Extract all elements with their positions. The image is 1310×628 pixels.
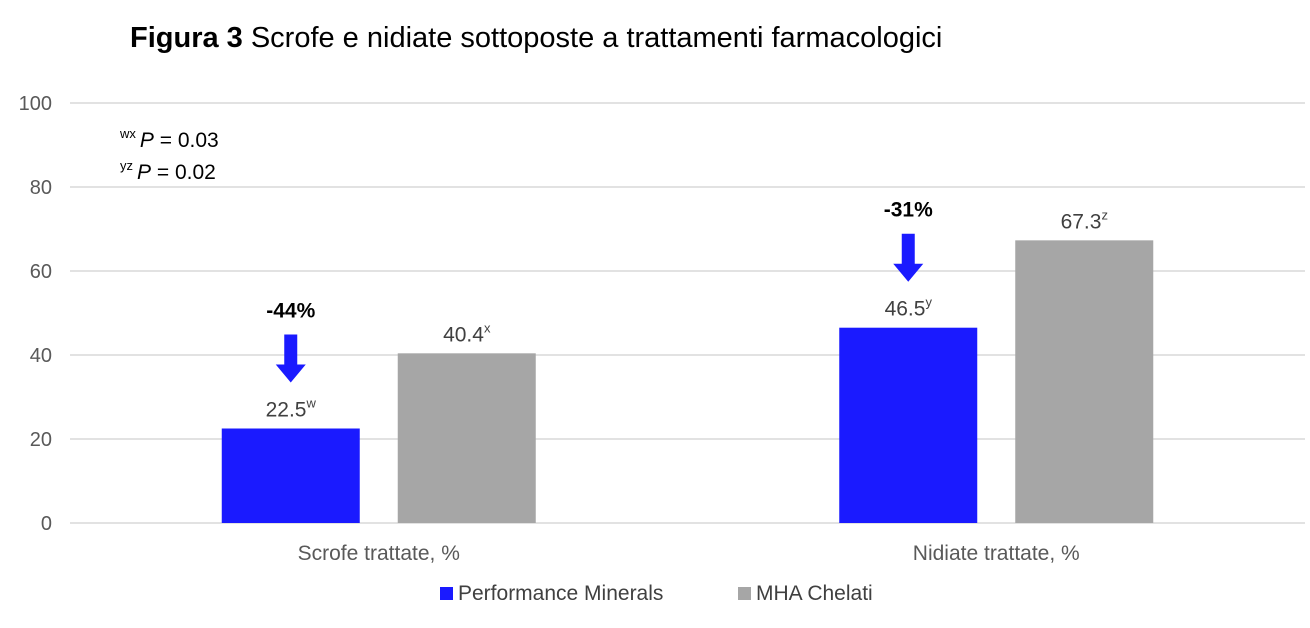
- y-tick-label: 80: [30, 177, 52, 199]
- legend-swatch: [440, 587, 453, 600]
- down-arrow-icon: [893, 233, 924, 282]
- bar: [839, 327, 978, 523]
- data-label-value: 22.5: [266, 399, 307, 422]
- y-tick-label: 20: [30, 429, 52, 451]
- p-value-superscript: yz: [120, 158, 133, 173]
- y-tick-label: 60: [30, 261, 52, 283]
- p-value-text: = 0.02: [151, 161, 216, 184]
- chart-title-prefix: Figura 3: [130, 22, 243, 54]
- data-label: 67.3z: [1061, 207, 1108, 233]
- data-label: 22.5w: [266, 396, 317, 422]
- annotation-layer: -44% -31% wx P = 0.03 yz P = 0.02: [119, 126, 933, 383]
- chart-title: Figura 3 Scrofe e nidiate sottoposte a tr…: [130, 22, 942, 54]
- x-category-label: Nidiate trattate, %: [913, 542, 1080, 565]
- data-label-value: 40.4: [443, 323, 484, 346]
- x-category-label: Scrofe trattate, %: [298, 542, 460, 565]
- p-value-annotation: yz P = 0.02: [120, 158, 216, 184]
- data-label-value: 46.5: [885, 298, 926, 321]
- bar: [221, 428, 360, 523]
- bar: [397, 353, 536, 523]
- legend: Performance Minerals MHA Chelati: [440, 582, 873, 605]
- legend-label: Performance Minerals: [458, 582, 663, 605]
- bar: [1015, 240, 1154, 523]
- data-label-superscript: x: [484, 320, 491, 335]
- y-tick-label: 100: [19, 93, 52, 115]
- down-arrow-icon: [275, 334, 306, 383]
- bars-layer: [221, 240, 1154, 523]
- chart-title-text: Scrofe e nidiate sottoposte a trattament…: [251, 22, 943, 54]
- legend-swatch: [738, 587, 751, 600]
- reduction-label: -31%: [884, 199, 933, 222]
- data-label-superscript: w: [305, 396, 316, 411]
- data-label-value: 67.3: [1061, 210, 1102, 233]
- y-tick-label: 0: [41, 513, 52, 535]
- data-label-superscript: z: [1101, 207, 1108, 222]
- data-label-superscript: y: [925, 295, 932, 310]
- labels-layer: 22.5w 40.4x Scrofe trattate, % 46.5y 67.3z Ni…: [266, 207, 1108, 565]
- p-value-superscript: wx: [119, 126, 136, 141]
- data-label: 40.4x: [443, 320, 491, 346]
- p-value-symbol: P: [140, 129, 154, 152]
- p-value-symbol: P: [137, 161, 151, 184]
- y-tick-label: 40: [30, 345, 52, 367]
- legend-label: MHA Chelati: [756, 582, 873, 605]
- reduction-label: -44%: [266, 300, 315, 323]
- p-value-annotation: wx P = 0.03: [119, 126, 219, 152]
- data-label: 46.5y: [885, 295, 933, 321]
- p-value-text: = 0.03: [154, 129, 219, 152]
